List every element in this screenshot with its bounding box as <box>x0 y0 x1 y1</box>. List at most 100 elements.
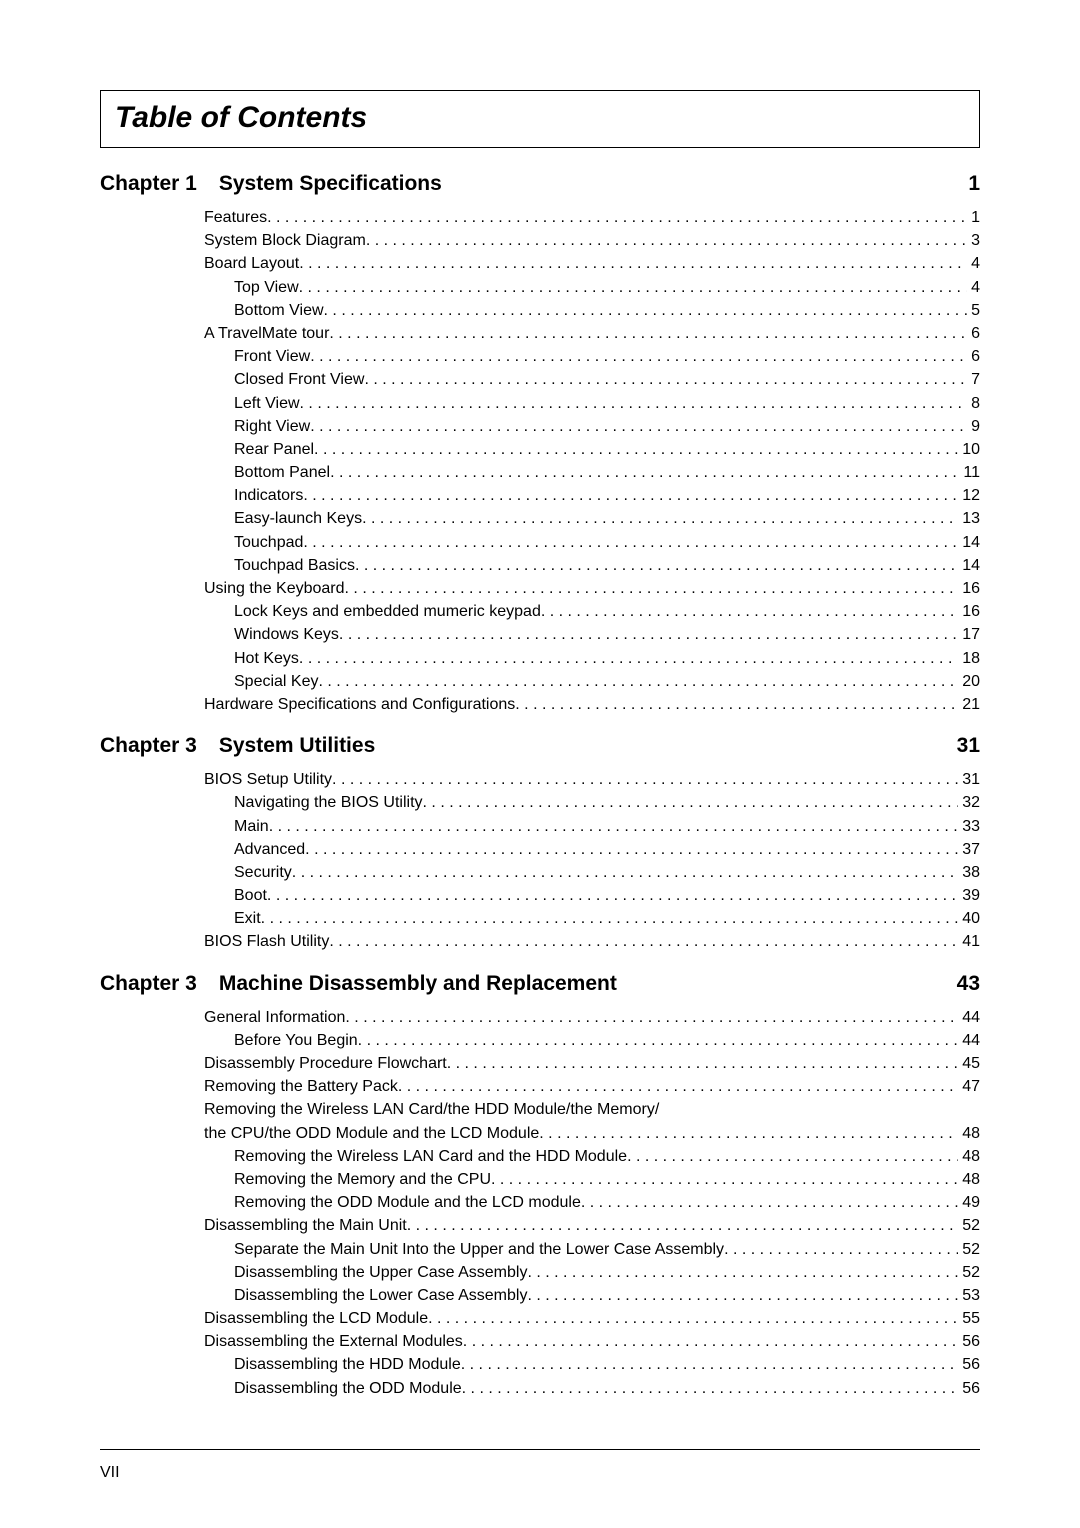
chapter-heading: Chapter 1 System Specifications 1 <box>100 172 980 196</box>
toc-entry: Board Layout . . . . . . . . . . . . . .… <box>204 252 980 275</box>
chapter-heading-left: Chapter 3 System Utilities <box>100 734 375 758</box>
toc-entry: Before You Begin . . . . . . . . . . . .… <box>204 1029 980 1052</box>
toc-leader-dots: . . . . . . . . . . . . . . . . . . . . … <box>324 299 968 322</box>
toc-entry-page: 21 <box>958 693 980 716</box>
toc-entry-text: Disassembling the LCD Module <box>204 1307 428 1330</box>
toc-leader-dots: . . . . . . . . . . . . . . . . . . . . … <box>398 1075 958 1098</box>
chapter-label: Chapter 1 <box>100 172 197 196</box>
toc-entry-text: A TravelMate tour <box>204 322 329 345</box>
toc-entry: A TravelMate tour . . . . . . . . . . . … <box>204 322 980 345</box>
toc-entry: Windows Keys . . . . . . . . . . . . . .… <box>204 623 980 646</box>
toc-leader-dots: . . . . . . . . . . . . . . . . . . . . … <box>303 531 958 554</box>
toc-entry-page: 7 <box>967 368 980 391</box>
toc-entry-page: 47 <box>958 1075 980 1098</box>
toc-entry-page: 6 <box>967 322 980 345</box>
toc-entry-page: 31 <box>958 768 980 791</box>
toc-entry: Advanced . . . . . . . . . . . . . . . .… <box>204 838 980 861</box>
toc-leader-dots: . . . . . . . . . . . . . . . . . . . . … <box>292 861 958 884</box>
toc-entry-page: 4 <box>967 252 980 275</box>
toc-entry: Removing the Battery Pack . . . . . . . … <box>204 1075 980 1098</box>
toc-entry-text: Using the Keyboard <box>204 577 345 600</box>
toc-entry: BIOS Setup Utility . . . . . . . . . . .… <box>204 768 980 791</box>
toc-leader-dots: . . . . . . . . . . . . . . . . . . . . … <box>319 670 959 693</box>
toc-entry-text: Closed Front View <box>204 368 364 391</box>
toc-entry-page: 1 <box>967 206 980 229</box>
toc-leader-dots: . . . . . . . . . . . . . . . . . . . . … <box>329 930 958 953</box>
toc-entry-text: Front View <box>204 345 310 368</box>
toc-entry: Disassembly Procedure Flowchart . . . . … <box>204 1052 980 1075</box>
toc-entry: Removing the ODD Module and the LCD modu… <box>204 1191 980 1214</box>
toc-entry-page: 18 <box>958 647 980 670</box>
toc-leader-dots: . . . . . . . . . . . . . . . . . . . . … <box>462 1377 959 1400</box>
toc-entry-text: Bottom View <box>204 299 324 322</box>
toc-entry: Touchpad . . . . . . . . . . . . . . . .… <box>204 531 980 554</box>
toc-entry: Disassembling the External Modules . . .… <box>204 1330 980 1353</box>
toc-entry: System Block Diagram . . . . . . . . . .… <box>204 229 980 252</box>
toc-entry-text: Indicators <box>204 484 303 507</box>
toc-entry: General Information . . . . . . . . . . … <box>204 1006 980 1029</box>
toc-entry-page: 52 <box>958 1214 980 1237</box>
toc-entry-page: 16 <box>958 600 980 623</box>
toc-entry-text: BIOS Setup Utility <box>204 768 332 791</box>
chapter-label: Chapter 3 <box>100 734 197 758</box>
toc-entry-text: Top View <box>204 276 299 299</box>
toc-entry-page: 52 <box>958 1261 980 1284</box>
toc-leader-dots: . . . . . . . . . . . . . . . . . . . . … <box>303 484 958 507</box>
toc-leader-dots: . . . . . . . . . . . . . . . . . . . . … <box>305 838 958 861</box>
toc-entry-page: 52 <box>958 1238 980 1261</box>
toc-entry: Disassembling the ODD Module . . . . . .… <box>204 1377 980 1400</box>
toc-entry-page: 48 <box>958 1122 980 1145</box>
toc-entry: Disassembling the HDD Module . . . . . .… <box>204 1353 980 1376</box>
toc-entry: Right View . . . . . . . . . . . . . . .… <box>204 415 980 438</box>
chapter-title: Machine Disassembly and Replacement <box>219 972 617 996</box>
toc-leader-dots: . . . . . . . . . . . . . . . . . . . . … <box>299 647 958 670</box>
page: Table of Contents Chapter 1 System Specif… <box>0 0 1080 1528</box>
toc-entry: Disassembling the LCD Module . . . . . .… <box>204 1307 980 1330</box>
toc-entry-text: Exit <box>204 907 261 930</box>
toc-entry-text: Advanced <box>204 838 305 861</box>
toc-entry-text: Disassembling the ODD Module <box>204 1377 462 1400</box>
toc-entry-text: Easy-launch Keys <box>204 507 362 530</box>
toc-entry-page: 38 <box>958 861 980 884</box>
toc-leader-dots: . . . . . . . . . . . . . . . . . . . . … <box>310 415 967 438</box>
chapter-page: 31 <box>957 734 980 758</box>
toc-leader-dots: . . . . . . . . . . . . . . . . . . . . … <box>581 1191 958 1214</box>
toc-entry: Removing the Memory and the CPU . . . . … <box>204 1168 980 1191</box>
toc-entry-page: 55 <box>958 1307 980 1330</box>
toc-entry-page: 48 <box>958 1168 980 1191</box>
toc-leader-dots: . . . . . . . . . . . . . . . . . . . . … <box>515 693 958 716</box>
chapter-title: System Specifications <box>219 172 442 196</box>
toc-entry-text: Navigating the BIOS Utility <box>204 791 423 814</box>
toc-entry: Closed Front View . . . . . . . . . . . … <box>204 368 980 391</box>
toc-entry-text: General Information <box>204 1006 345 1029</box>
toc-entry: Removing the Wireless LAN Card/the HDD M… <box>204 1098 980 1121</box>
toc-entry-text: Left View <box>204 392 300 415</box>
toc-entry: Top View . . . . . . . . . . . . . . . .… <box>204 276 980 299</box>
toc-entry-text: Security <box>204 861 292 884</box>
toc-entry-text: Separate the Main Unit Into the Upper an… <box>204 1238 724 1261</box>
toc-entry: Removing the Wireless LAN Card and the H… <box>204 1145 980 1168</box>
toc-leader-dots: . . . . . . . . . . . . . . . . . . . . … <box>345 577 959 600</box>
toc-leader-dots: . . . . . . . . . . . . . . . . . . . . … <box>299 252 967 275</box>
toc-entry-text: Features <box>204 206 267 229</box>
toc-entry-page: 37 <box>958 838 980 861</box>
chapter-title: System Utilities <box>219 734 375 758</box>
page-title: Table of Contents <box>115 101 367 134</box>
toc-entry-page: 17 <box>958 623 980 646</box>
chapter-heading-left: Chapter 1 System Specifications <box>100 172 442 196</box>
toc-entry: Left View . . . . . . . . . . . . . . . … <box>204 392 980 415</box>
toc-entry-text: Board Layout <box>204 252 299 275</box>
toc-entry: Special Key . . . . . . . . . . . . . . … <box>204 670 980 693</box>
toc-entry-text: Main <box>204 815 269 838</box>
toc-entry-page: 9 <box>967 415 980 438</box>
toc-leader-dots: . . . . . . . . . . . . . . . . . . . . … <box>539 1122 958 1145</box>
toc-leader-dots: . . . . . . . . . . . . . . . . . . . . … <box>269 815 959 838</box>
toc-entry-text: Disassembling the Upper Case Assembly <box>204 1261 527 1284</box>
toc-leader-dots: . . . . . . . . . . . . . . . . . . . . … <box>300 392 968 415</box>
chapter-entries: BIOS Setup Utility . . . . . . . . . . .… <box>204 768 980 954</box>
toc-leader-dots: . . . . . . . . . . . . . . . . . . . . … <box>299 276 967 299</box>
chapter-page: 1 <box>968 172 980 196</box>
toc-entry-text: Before You Begin <box>204 1029 358 1052</box>
toc-entry: Boot . . . . . . . . . . . . . . . . . .… <box>204 884 980 907</box>
toc-entry-page: 44 <box>958 1029 980 1052</box>
